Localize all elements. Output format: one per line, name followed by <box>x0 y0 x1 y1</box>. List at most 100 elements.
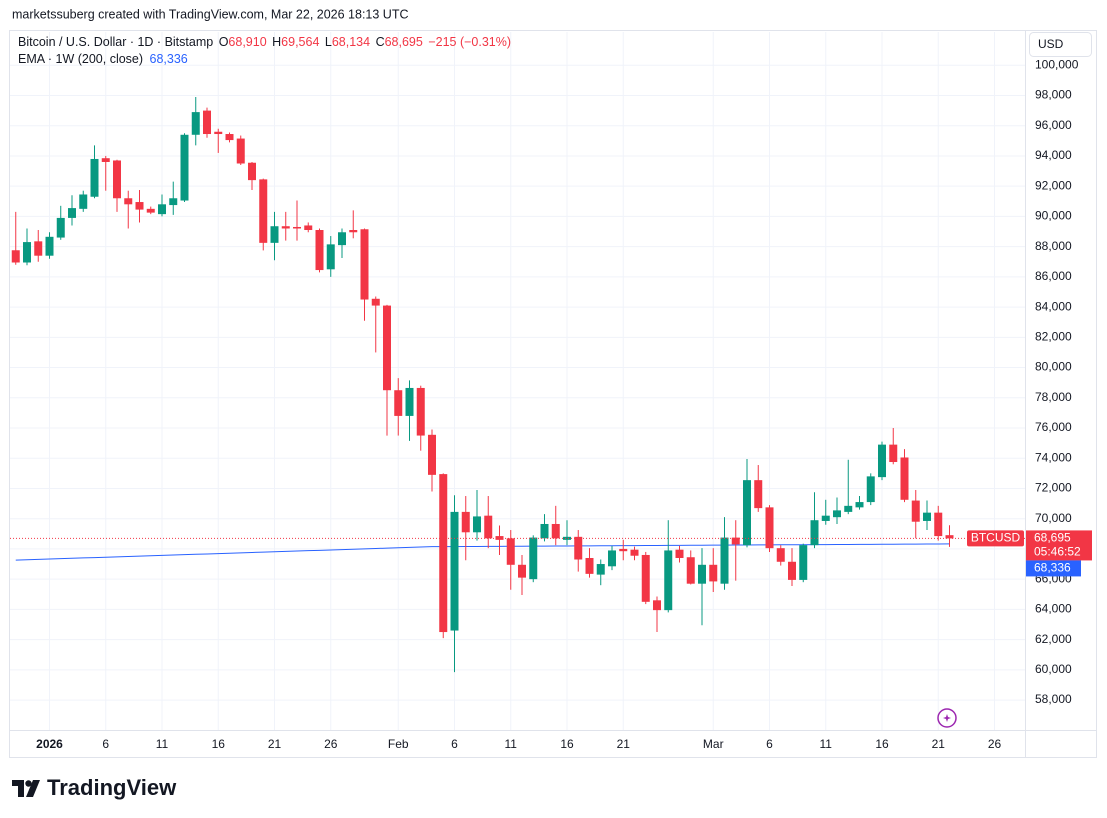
candle-body <box>135 202 144 210</box>
x-tick-label: Mar <box>703 737 724 751</box>
y-tick-label: 100,000 <box>1035 57 1079 71</box>
currency-button[interactable] <box>1029 32 1092 57</box>
y-tick-label: 98,000 <box>1035 88 1072 102</box>
candle-body <box>428 434 436 475</box>
currency[interactable]: USD <box>1038 37 1064 51</box>
x-tick-label: 11 <box>505 737 518 751</box>
candle-body <box>945 535 954 539</box>
logo-v <box>26 780 40 797</box>
ohlc-value: 69,564 <box>281 35 319 49</box>
candle-body <box>484 515 493 539</box>
candle-body <box>191 112 200 135</box>
y-tick-label: 86,000 <box>1035 269 1072 283</box>
candle-body <box>360 229 369 300</box>
candle-body <box>158 204 166 215</box>
candle-body <box>810 520 819 546</box>
x-tick-label: Feb <box>388 737 409 751</box>
x-tick-label: 11 <box>820 737 833 751</box>
y-tick-label: 80,000 <box>1035 360 1072 374</box>
y-tick-label: 78,000 <box>1035 390 1072 404</box>
ohlc-key: L <box>325 35 332 49</box>
candle-body <box>866 476 875 503</box>
y-tick-label: 64,000 <box>1035 602 1072 616</box>
legend-line: Bitcoin / U.S. Dollar · 1D · Bitstamp O6… <box>18 35 511 49</box>
y-tick-label: 76,000 <box>1035 420 1072 434</box>
candle-body <box>608 550 616 567</box>
indicator-value: 68,336 <box>150 52 188 66</box>
candle-body <box>416 387 425 436</box>
candle-body <box>473 516 481 533</box>
x-tick-label: 16 <box>212 737 226 751</box>
candle-body <box>698 564 706 584</box>
chart-frame <box>9 30 1097 758</box>
x-tick-label: 21 <box>617 737 631 751</box>
candle-body <box>169 198 178 206</box>
symbol-tag <box>967 530 1024 547</box>
candle-body <box>574 536 583 560</box>
candle-body <box>776 548 785 562</box>
symbol-tag-label: BTCUSD <box>971 531 1021 545</box>
y-tick-label: 74,000 <box>1035 450 1072 464</box>
candle-body <box>349 230 358 233</box>
candle-body <box>315 230 324 271</box>
candle-body <box>911 500 920 522</box>
price-tag <box>1026 530 1092 561</box>
ai-icon <box>937 708 957 728</box>
candle-body <box>664 550 673 611</box>
candle-body <box>124 198 133 205</box>
candle-body <box>461 511 470 533</box>
y-tick-label: 70,000 <box>1035 511 1072 525</box>
logo-t <box>12 780 24 797</box>
candle-body <box>518 564 526 578</box>
candle-body <box>675 549 684 558</box>
y-tick-label: 58,000 <box>1035 692 1072 706</box>
candle-body <box>23 242 31 263</box>
indicator-legend: EMA · 1W (200, close) 68,336 <box>18 52 188 66</box>
candle-body <box>731 537 740 545</box>
candle-body <box>259 179 268 243</box>
candle-body <box>68 208 76 218</box>
ohlc-value: 68,134 <box>332 35 370 49</box>
candle-body <box>146 208 155 213</box>
candle-body <box>214 131 223 135</box>
indicator-tag <box>1026 560 1081 577</box>
x-tick-label: 16 <box>560 737 574 751</box>
brand: TradingView <box>47 775 177 800</box>
ohlc-value: 68,695 <box>385 35 423 49</box>
y-tick-label: 88,000 <box>1035 239 1072 253</box>
candle-body <box>281 226 290 229</box>
candle-body <box>236 138 245 164</box>
candle-body <box>450 511 459 631</box>
candle-body <box>765 507 774 549</box>
ohlc-key: O <box>219 35 229 49</box>
y-tick-label: 92,000 <box>1035 178 1072 192</box>
candle-body <box>203 110 211 135</box>
change: −215 (−0.31%) <box>428 35 511 49</box>
indicator-tag-label: 68,336 <box>1034 561 1071 575</box>
x-tick-label: 6 <box>102 737 109 751</box>
candle-body <box>653 600 661 611</box>
candle-body <box>619 548 628 552</box>
candle-body <box>405 387 414 416</box>
x-tick-label: 2026 <box>36 737 63 751</box>
candle-body <box>326 244 335 270</box>
candle-body <box>799 545 808 580</box>
ohlc-key: C <box>376 35 385 49</box>
candle-body <box>113 160 121 199</box>
y-tick-label: 72,000 <box>1035 481 1072 495</box>
y-tick-label: 84,000 <box>1035 299 1072 313</box>
candle-body <box>844 505 853 512</box>
x-tick-label: 26 <box>324 737 338 751</box>
candle-body <box>743 480 751 546</box>
x-tick-label: 26 <box>988 737 1002 751</box>
candle-body <box>855 502 864 508</box>
candle-body <box>248 162 256 181</box>
candle-body <box>34 241 43 256</box>
candle-body <box>225 134 234 141</box>
x-tick-label: 21 <box>932 737 946 751</box>
header: marketssuberg created with TradingView.c… <box>12 7 409 21</box>
candle-body <box>293 226 301 229</box>
logo-dot <box>25 780 32 787</box>
candle-body <box>56 217 65 238</box>
